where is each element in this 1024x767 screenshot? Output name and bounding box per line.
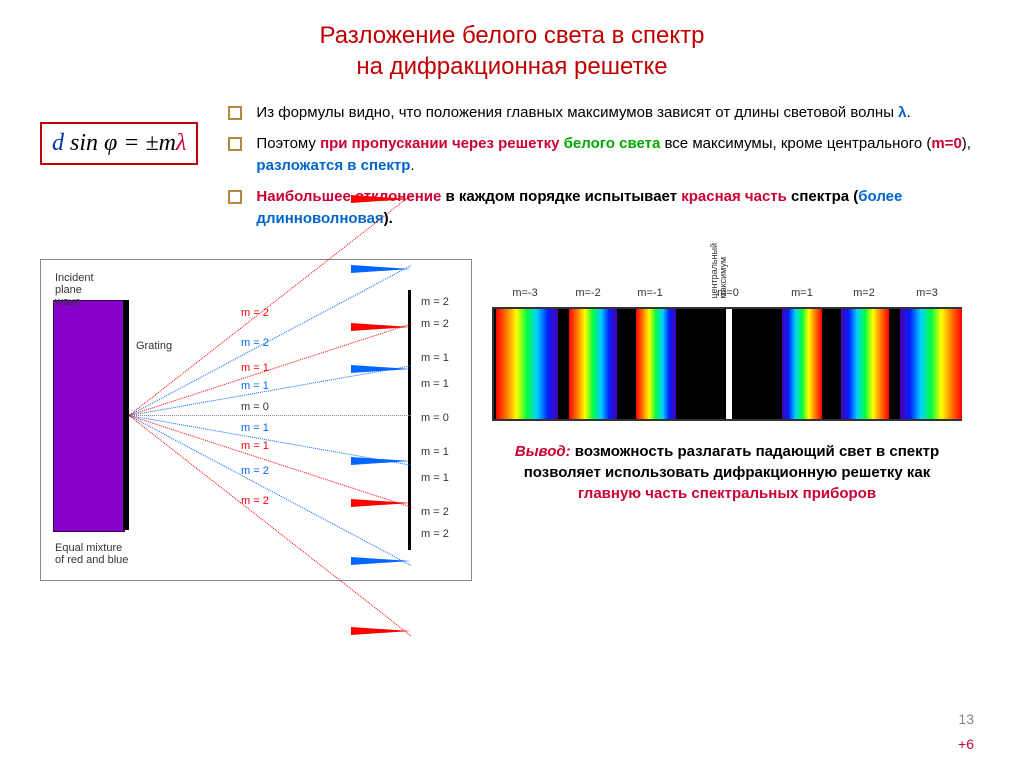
bullet-item: Из формулы видно, что положения главных … [228,102,984,125]
order-label-mid: m = 1 [241,362,269,374]
bullet-text: Поэтому при пропускании через решетку бе… [256,133,984,178]
bullet-item: Поэтому при пропускании через решетку бе… [228,133,984,178]
order-label-mid: m = 2 [241,307,269,319]
diffraction-ray [129,415,411,566]
central-max-label: центральный максимум [710,243,728,299]
ray-wedge [351,195,411,203]
spectrum-band [900,309,962,419]
order-label-right: m = 1 [421,446,449,458]
spectrum-order-label: m=1⏟ [776,287,828,307]
ray-wedge [351,265,411,273]
spectrum-band [569,309,617,419]
order-label-right: m = 1 [421,378,449,390]
bullet-item: Наибольшее отклонение в каждом порядке и… [228,186,984,231]
incident-wave [53,300,125,532]
spectrum-order-label: m=-3⏟ [494,287,556,307]
bullet-marker-icon [228,137,242,151]
diffraction-ray [129,415,412,636]
order-label-mid: m = 2 [241,465,269,477]
diffraction-ray [129,415,411,416]
ray-wedge [351,557,411,565]
ray-wedge [351,457,411,465]
bullet-marker-icon [228,190,242,204]
order-label-right: m = 1 [421,472,449,484]
spectrum-band [726,309,732,419]
bullet-list: Из формулы видно, что положения главных … [228,102,984,239]
order-label-right: m = 2 [421,296,449,308]
bullet-marker-icon [228,106,242,120]
spectrum-band [496,309,558,419]
bullet-text: Наибольшее отклонение в каждом порядке и… [256,186,984,231]
order-label-right: m = 2 [421,506,449,518]
plus-six: +6 [958,736,974,752]
spectrum-diagram: m=-3⏟m=-2⏟m=-1⏟m=0⏟центральный максимумm… [492,259,962,504]
diagrams-row: Incident plane wave Grating Equal mixtur… [40,259,984,581]
mixture-label: Equal mixture of red and blue [55,542,128,566]
spectrum-order-label: m=2⏟ [836,287,892,307]
spectrum-strip [492,307,962,421]
order-label-right: m = 1 [421,352,449,364]
grating-label: Grating [136,340,172,352]
spectrum-order-label: m=-1⏟ [624,287,676,307]
ray-wedge [351,323,411,331]
ray-wedge [351,365,411,373]
bullet-text: Из формулы видно, что положения главных … [256,102,910,125]
incident-label: Incident plane wave [55,272,94,308]
order-label-mid: m = 1 [241,422,269,434]
spectrum-order-label: m=-2⏟ [560,287,616,307]
spectrum-order-label: m=3⏟ [896,287,958,307]
ray-wedge [351,499,411,507]
content-row: d sin φ = ±mλ Из формулы видно, что поло… [40,102,984,239]
spectrum-band [841,309,889,419]
order-label-mid: m = 2 [241,495,269,507]
order-label-mid: m = 0 [241,401,269,413]
order-label-mid: m = 1 [241,380,269,392]
page-title: Разложение белого света в спектр на дифр… [40,20,984,82]
ray-wedge [351,627,411,635]
formula-box: d sin φ = ±mλ [40,122,198,165]
page-number: 13 [958,711,974,727]
order-label-right: m = 2 [421,318,449,330]
spectrum-band [636,309,676,419]
spectrum-labels: m=-3⏟m=-2⏟m=-1⏟m=0⏟центральный максимумm… [492,259,962,307]
order-label-mid: m = 2 [241,337,269,349]
order-label-right: m = 0 [421,412,449,424]
spectrum-band [782,309,822,419]
grating-diagram: Incident plane wave Grating Equal mixtur… [40,259,472,581]
conclusion: Вывод: возможность разлагать падающий св… [492,441,962,504]
order-label-right: m = 2 [421,528,449,540]
order-label-mid: m = 1 [241,440,269,452]
